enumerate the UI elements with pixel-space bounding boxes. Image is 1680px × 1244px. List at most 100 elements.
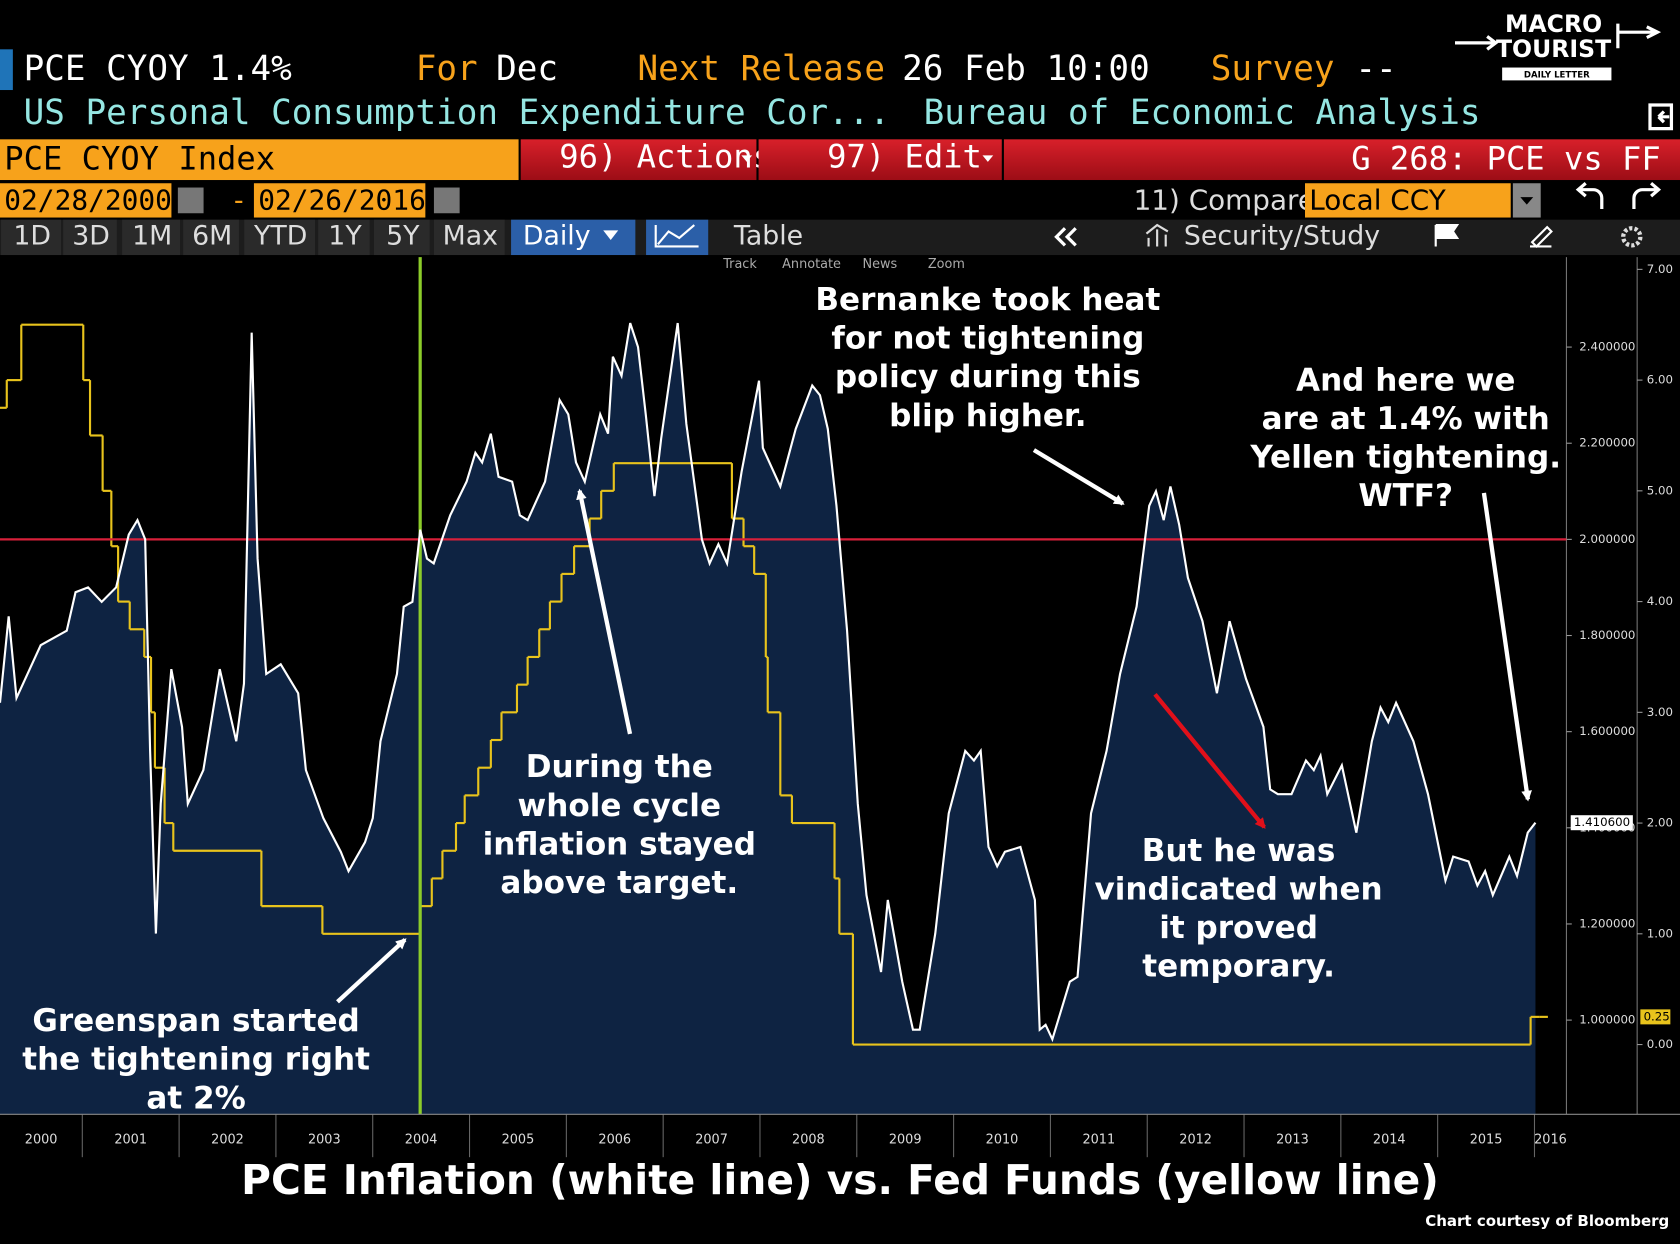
x-tick-label: 2001: [114, 1133, 147, 1148]
logo-band: [1502, 67, 1612, 81]
period-label[interactable]: 1M: [132, 220, 172, 251]
period-button[interactable]: [433, 219, 505, 256]
calendar-icon[interactable]: [433, 187, 460, 214]
y2-tick-label: 6.00: [1647, 373, 1673, 387]
chart-tool[interactable]: Annotate: [782, 257, 841, 272]
period-label[interactable]: 6M: [192, 220, 232, 251]
end-date[interactable]: 02/26/2016: [258, 183, 426, 216]
period-button[interactable]: [373, 219, 430, 256]
period-button[interactable]: [183, 219, 239, 256]
footer-title: PCE Inflation (white line) vs. Fed Funds…: [241, 1156, 1439, 1204]
frequency[interactable]: Daily: [523, 220, 591, 251]
dropdown-caret: [982, 155, 994, 162]
annotation-line: temporary.: [1142, 949, 1335, 985]
period-button[interactable]: [122, 219, 180, 256]
period-label[interactable]: YTD: [253, 220, 307, 251]
credit: Chart courtesy of Bloomberg: [1425, 1212, 1669, 1230]
dropdown-caret: [1520, 197, 1534, 205]
y2-tick-label: 4.00: [1647, 594, 1673, 608]
x-tick-label: 2005: [502, 1133, 535, 1148]
start-date-box[interactable]: [0, 183, 172, 218]
y2-tick-label: 1.00: [1647, 926, 1673, 940]
annotation-line: Bernanke took heat: [815, 282, 1160, 318]
annotation-line: the tightening right: [22, 1042, 370, 1078]
calendar-icon[interactable]: [177, 187, 204, 214]
period-label[interactable]: Max: [443, 220, 498, 251]
edit-button[interactable]: [758, 139, 1002, 181]
flag-icon[interactable]: [1434, 223, 1460, 247]
security-study[interactable]: Security/Study: [1184, 220, 1380, 251]
x-tick-label: 2013: [1276, 1133, 1309, 1148]
collapse-icon[interactable]: [1054, 227, 1077, 247]
for-value: Dec: [496, 49, 558, 89]
actions-label[interactable]: 96) Actions: [559, 138, 772, 176]
period-label[interactable]: 1Y: [328, 220, 362, 251]
actions-button[interactable]: [520, 139, 757, 181]
frequency-box[interactable]: [511, 219, 636, 256]
page-label: G 268: PCE vs FF: [1351, 140, 1660, 178]
security[interactable]: PCE CYOY Index: [4, 140, 275, 178]
y-tick-label: 1.000000: [1579, 1013, 1635, 1027]
logo-line: DAILY LETTER: [1524, 71, 1590, 81]
security-box[interactable]: [0, 139, 519, 181]
annotation-arrow: [1153, 692, 1266, 829]
start-date[interactable]: 02/28/2000: [4, 183, 172, 216]
x-tick-label: 2002: [211, 1133, 244, 1148]
ticker-flag: [0, 49, 13, 91]
y2-tick-label: 7.00: [1647, 262, 1673, 276]
annotation-line: Greenspan started: [32, 1003, 359, 1039]
ticker: PCE CYOY 1.4%: [24, 49, 293, 89]
y2-tick-label: 5.00: [1647, 483, 1673, 497]
x-tick-label: 2008: [792, 1133, 825, 1148]
annotation-line: Yellen tightening.: [1249, 440, 1561, 476]
chart-tool[interactable]: News: [863, 257, 898, 272]
period-button[interactable]: [244, 219, 315, 256]
annotation-line: During the: [526, 749, 713, 785]
logo: MACRO TOURIST DAILY LETTER: [1455, 10, 1662, 81]
compare-label[interactable]: 11) Compare: [1134, 183, 1315, 216]
x-tick-label: 2007: [695, 1133, 728, 1148]
survey-value: --: [1355, 49, 1396, 89]
period-label[interactable]: 5Y: [386, 220, 420, 251]
settings-icon[interactable]: [1621, 226, 1643, 248]
logo-line: TOURIST: [1496, 35, 1611, 63]
value-tag-label: 0.25: [1644, 1009, 1670, 1023]
period-button[interactable]: [318, 219, 370, 256]
description: US Personal Consumption Expenditure Cor.…: [24, 93, 890, 133]
y-tick-label: 2.400000: [1579, 340, 1635, 354]
x-tick-label: 2006: [598, 1133, 631, 1148]
annotation-arrow: [576, 488, 633, 735]
annotation-line: for not tightening: [831, 321, 1144, 357]
release-label: Next Release: [638, 49, 886, 89]
edit-label[interactable]: 97) Edit: [827, 138, 982, 176]
period-button[interactable]: [63, 219, 117, 256]
annotation-line: it proved: [1159, 910, 1318, 946]
logo-arrows: [1455, 23, 1662, 51]
pencil-icon[interactable]: [1530, 225, 1553, 248]
annotation-line: are at 1.4% with: [1262, 401, 1550, 437]
undo-redo[interactable]: [1575, 182, 1662, 209]
chart-icon: [654, 224, 699, 248]
y-tick-label: 2.200000: [1579, 436, 1635, 450]
x-tick-label: 2010: [986, 1133, 1019, 1148]
period-button[interactable]: [1, 219, 62, 256]
currency-box[interactable]: [1305, 183, 1511, 218]
currency[interactable]: Local CCY: [1309, 183, 1446, 216]
dropdown-caret: [603, 230, 619, 241]
series-area: [0, 323, 1536, 1115]
y2-tick-label: 2.00: [1647, 816, 1673, 830]
table-button[interactable]: Table: [733, 220, 803, 251]
end-date-box[interactable]: [253, 183, 426, 218]
annotation-arrow: [1481, 492, 1532, 802]
date-separator: -: [230, 183, 247, 216]
export-icon[interactable]: [1648, 103, 1674, 131]
period-label[interactable]: 1D: [13, 220, 51, 251]
annotation-line: And here we: [1296, 362, 1515, 398]
study-icon: [1145, 223, 1169, 247]
period-label[interactable]: 3D: [72, 220, 110, 251]
page-bar: [1003, 139, 1680, 181]
chart-tool[interactable]: Track: [722, 257, 757, 272]
chart-tool[interactable]: Zoom: [928, 257, 965, 272]
value-tag: [1570, 815, 1633, 831]
